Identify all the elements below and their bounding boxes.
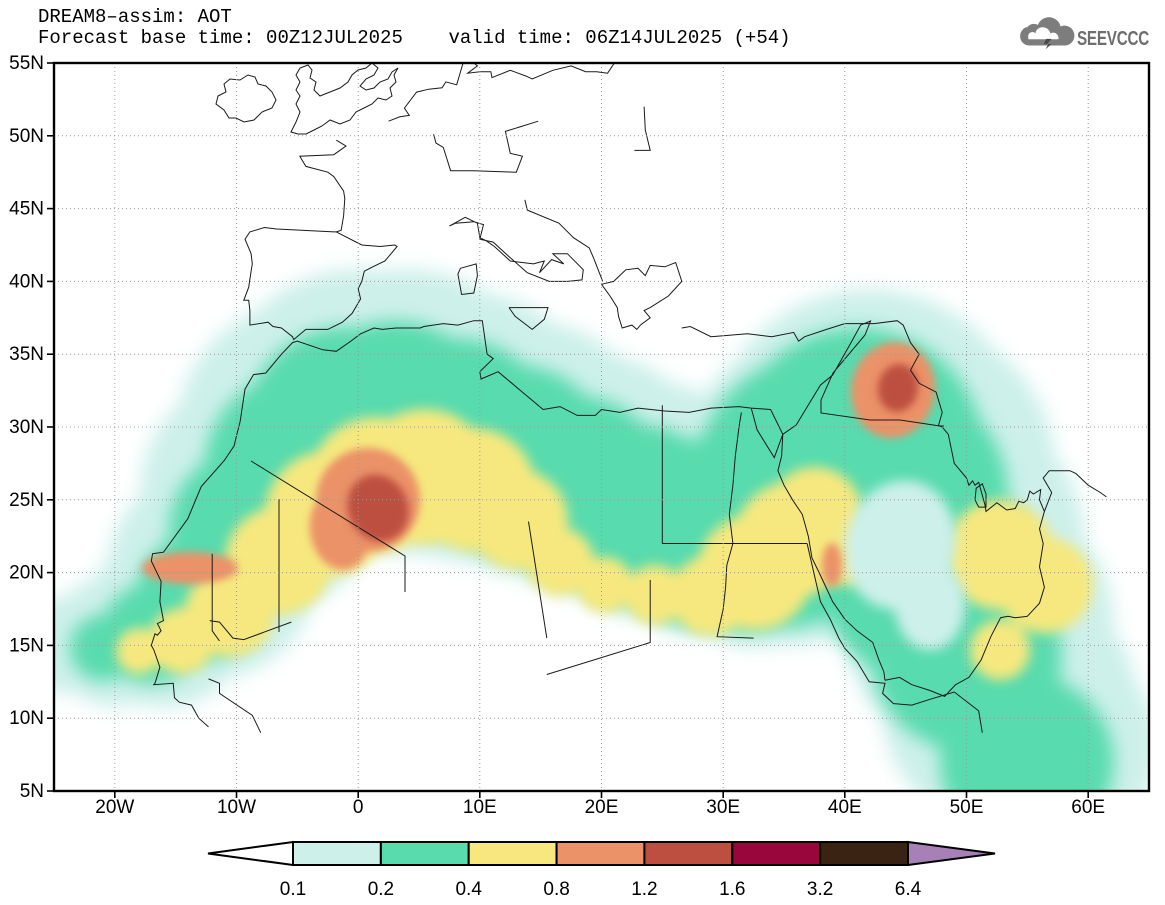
svg-text:50E: 50E: [950, 797, 984, 818]
svg-text:5N: 5N: [20, 781, 44, 802]
svg-text:0.8: 0.8: [543, 879, 569, 900]
svg-text:35N: 35N: [9, 344, 44, 365]
svg-text:30E: 30E: [706, 797, 740, 818]
svg-text:55N: 55N: [9, 53, 44, 74]
svg-text:1.6: 1.6: [719, 879, 745, 900]
svg-text:60E: 60E: [1071, 797, 1105, 818]
svg-text:20N: 20N: [9, 563, 44, 584]
svg-text:40E: 40E: [828, 797, 862, 818]
svg-text:40N: 40N: [9, 271, 44, 292]
svg-text:0.4: 0.4: [455, 879, 482, 900]
svg-text:0.1: 0.1: [280, 879, 306, 900]
svg-text:0: 0: [353, 797, 364, 818]
svg-text:10N: 10N: [9, 708, 44, 729]
svg-text:1.2: 1.2: [631, 879, 657, 900]
svg-text:3.2: 3.2: [807, 879, 833, 900]
svg-text:10E: 10E: [463, 797, 497, 818]
svg-text:20W: 20W: [95, 797, 134, 818]
svg-text:15N: 15N: [9, 635, 44, 656]
svg-text:25N: 25N: [9, 490, 44, 511]
svg-text:50N: 50N: [9, 126, 44, 147]
svg-text:10W: 10W: [217, 797, 256, 818]
svg-text:6.4: 6.4: [895, 879, 922, 900]
svg-text:30N: 30N: [9, 417, 44, 438]
svg-text:20E: 20E: [585, 797, 619, 818]
svg-text:45N: 45N: [9, 199, 44, 220]
svg-text:SEEVCCC: SEEVCCC: [1077, 28, 1149, 50]
svg-text:0.2: 0.2: [368, 879, 394, 900]
